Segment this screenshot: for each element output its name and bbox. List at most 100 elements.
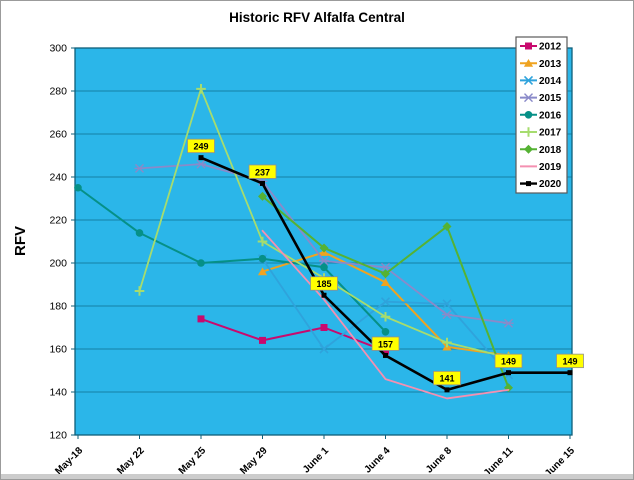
data-point-marker — [321, 292, 327, 298]
data-point-marker — [196, 159, 206, 169]
data-point-marker — [134, 163, 145, 173]
legend-label: 2018 — [539, 145, 562, 156]
point-label-text: 185 — [316, 279, 331, 289]
data-point-marker — [259, 336, 266, 344]
data-point-marker — [442, 337, 452, 348]
legend-label: 2012 — [539, 42, 562, 53]
legend-item-2012: 2012 — [520, 42, 562, 53]
legend-label: 2015 — [539, 93, 562, 104]
data-point-marker — [319, 344, 329, 354]
data-point-marker — [257, 267, 268, 276]
data-point-marker — [567, 370, 573, 376]
point-label: 185 — [310, 276, 338, 291]
x-tick-label: May-18 — [53, 445, 85, 477]
series-2018 — [258, 191, 513, 393]
point-label: 149 — [556, 353, 584, 369]
point-label-box — [371, 336, 400, 351]
series-2019 — [261, 229, 510, 400]
y-tick-label: 140 — [49, 387, 67, 399]
data-point-marker — [135, 229, 144, 237]
data-point-marker — [383, 352, 388, 358]
y-axis-title: RFV — [12, 226, 29, 256]
legend-label: 2014 — [539, 76, 562, 87]
legend-item-2015: 2015 — [520, 93, 562, 104]
y-tick-label: 280 — [49, 86, 67, 98]
y-tick-label: 240 — [49, 172, 67, 184]
point-label-box — [494, 353, 523, 369]
data-point-marker — [258, 191, 267, 201]
legend-item-2013: 2013 — [520, 59, 562, 70]
legend-item-2017: 2017 — [520, 127, 562, 139]
data-point-marker — [523, 127, 534, 137]
data-point-marker — [380, 278, 391, 286]
point-label-box — [433, 370, 461, 386]
data-point-marker — [503, 318, 514, 328]
y-tick-label: 300 — [49, 43, 67, 55]
data-point-marker — [442, 310, 452, 320]
data-point-marker — [381, 269, 390, 279]
legend-label: 2020 — [539, 179, 562, 190]
point-label-box — [187, 138, 215, 154]
data-point-marker — [319, 256, 329, 266]
legend-item-2018: 2018 — [520, 144, 562, 156]
point-label: 237 — [248, 164, 277, 179]
data-point-marker — [196, 84, 206, 94]
data-point-marker — [197, 315, 205, 323]
x-tick-label: June 1 — [301, 445, 331, 475]
series-2020 — [198, 155, 573, 393]
data-point-marker — [74, 183, 82, 192]
x-tick-label: May 29 — [238, 445, 270, 477]
data-point-marker — [197, 259, 205, 267]
y-tick-label: 120 — [49, 430, 67, 442]
point-label-text: 237 — [255, 167, 270, 177]
data-point-marker — [523, 75, 534, 85]
y-tick-label: 200 — [49, 258, 67, 270]
data-point-marker — [524, 111, 533, 119]
y-tick-label: 260 — [49, 129, 67, 141]
series-line-2019 — [261, 229, 510, 400]
legend-label: 2017 — [539, 128, 562, 139]
y-tick-label: 160 — [49, 344, 67, 356]
point-label: 249 — [187, 138, 215, 154]
x-tick-label: May 22 — [115, 445, 147, 477]
data-point-marker — [442, 299, 452, 309]
data-point-marker — [525, 42, 532, 50]
data-point-marker — [382, 347, 389, 355]
point-label-box — [556, 353, 584, 369]
data-point-marker — [198, 155, 204, 161]
x-tick-label: June 4 — [362, 445, 392, 475]
data-point-marker — [506, 370, 511, 376]
point-label-text: 141 — [439, 374, 454, 384]
legend-label: 2013 — [539, 59, 562, 70]
legend-item-2019: 2019 — [520, 162, 562, 173]
data-point-marker — [380, 262, 391, 272]
point-label-text: 149 — [562, 356, 577, 366]
point-label-box — [248, 164, 277, 179]
data-point-marker — [381, 328, 390, 336]
legend: 2012 2013 2014 2015 2016 2017 2018 2019 2020 — [515, 36, 568, 194]
point-label: 157 — [371, 336, 400, 351]
data-point-marker — [524, 144, 533, 154]
data-point-marker — [320, 263, 328, 272]
x-tick-label: May 25 — [177, 445, 209, 477]
data-point-marker — [526, 181, 531, 187]
data-point-marker — [442, 221, 452, 231]
data-point-marker — [380, 297, 391, 307]
point-label-box — [310, 276, 338, 291]
legend-item-2016: 2016 — [520, 110, 562, 121]
data-point-marker — [260, 180, 265, 186]
y-tick-label: 180 — [49, 301, 67, 313]
data-point-marker — [257, 236, 268, 247]
data-point-marker — [319, 243, 329, 253]
data-point-marker — [523, 59, 534, 67]
legend-label: 2019 — [539, 162, 562, 173]
chart-title: Historic RFV Alfalfa Central — [229, 10, 405, 25]
point-label-text: 249 — [193, 141, 208, 151]
data-point-marker — [380, 311, 391, 322]
point-label-text: 149 — [501, 356, 516, 366]
data-point-marker — [134, 286, 145, 296]
legend-label: 2016 — [539, 110, 562, 121]
x-tick-label: June 8 — [424, 445, 454, 475]
